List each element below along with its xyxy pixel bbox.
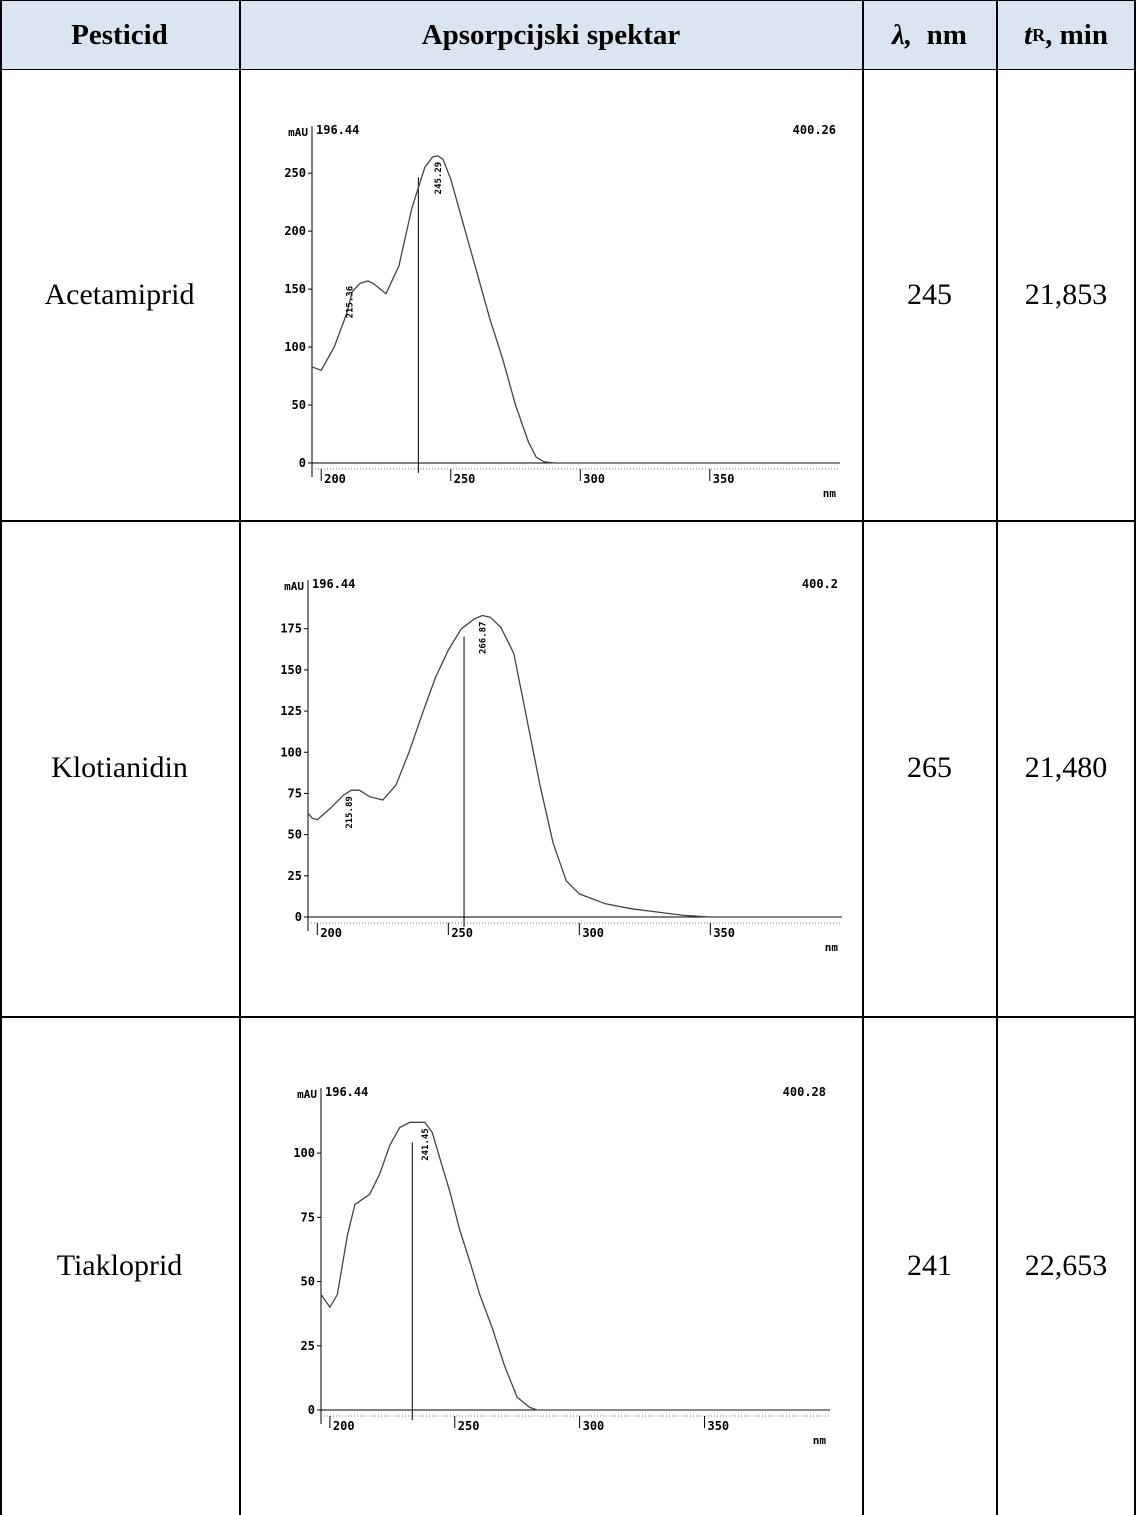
start-wavelength-label: 196.44 (325, 1085, 368, 1099)
y-tick-label: 250 (284, 166, 306, 180)
spectrum-line (311, 155, 840, 464)
grid-line (239, 0, 241, 1515)
x-axis-unit-label: nm (823, 487, 837, 500)
x-axis-unit-label: nm (813, 1434, 827, 1447)
header-spektar: Apsorpcijski spektar (239, 0, 863, 70)
pesticide-name: Klotianidin (51, 751, 188, 784)
lambda-unit: nm (926, 18, 967, 51)
y-tick-label: 175 (280, 622, 302, 636)
y-tick-label: 50 (292, 398, 306, 412)
spectrum-chart-tiakloprid: mAU 196.44 400.28 nm 0 25 50 75 100 200 250 300 350 2… (293, 1085, 830, 1447)
y-tick-label: 100 (280, 745, 302, 759)
x-tick-label: 300 (583, 1419, 605, 1433)
y-tick-label: 75 (288, 786, 302, 800)
grid-line (1134, 0, 1136, 1515)
retention-value: 21,853 (1024, 278, 1108, 311)
grid-line (862, 0, 864, 1515)
x-axis-unit-label: nm (825, 941, 839, 954)
x-tick-label: 300 (583, 472, 605, 486)
retention-value: 22,653 (1024, 1248, 1108, 1282)
x-tick-label: 250 (454, 472, 476, 486)
x-tick-label: 200 (320, 926, 342, 940)
y-axis-unit-label: mAU (284, 580, 304, 593)
lambda-value: 241 (907, 1248, 952, 1282)
y-axis-unit-label: mAU (288, 126, 308, 139)
tr-symbol: t (1024, 18, 1033, 51)
end-wavelength-label: 400.26 (793, 123, 836, 137)
peak-label: 215.89 (345, 796, 355, 829)
retention-value: 21,480 (1024, 751, 1108, 784)
y-tick-label: 25 (301, 1339, 315, 1353)
y-tick-label: 50 (288, 828, 302, 842)
header-lambda: λ, nm (863, 0, 996, 70)
lambda-value: 245 (907, 278, 952, 311)
spectrum-line (307, 614, 842, 918)
tr-unit: , min (1045, 18, 1108, 51)
grid-line (0, 0, 2, 1515)
x-tick-label: 300 (582, 926, 604, 940)
spectrum-chart-acetamiprid: mAU 196.44 400.26 nm 0 50 100 150 200 250 200 250 30… (284, 123, 840, 500)
end-wavelength-label: 400.2 (802, 577, 838, 591)
y-tick-label: 0 (308, 1403, 315, 1417)
x-tick-label: 250 (451, 926, 473, 940)
y-tick-label: 125 (280, 704, 302, 718)
tr-subscript: R (1032, 24, 1046, 45)
lambda-symbol: λ, (892, 18, 913, 51)
peak-label: 266.87 (478, 622, 488, 655)
y-tick-label: 0 (295, 910, 302, 924)
grid-line (996, 0, 998, 1515)
spectrum-chart-klotianidin: mAU 196.44 400.2 nm 0 25 50 75 100 125 150 175 200 25… (280, 577, 842, 954)
y-tick-label: 150 (284, 282, 306, 296)
pesticide-name: Tiakloprid (56, 1248, 183, 1282)
y-tick-label: 100 (293, 1146, 315, 1160)
y-tick-label: 75 (301, 1210, 315, 1224)
x-tick-label: 200 (324, 472, 346, 486)
y-axis-unit-label: mAU (297, 1088, 317, 1101)
start-wavelength-label: 196.44 (316, 123, 359, 137)
x-tick-label: 250 (458, 1419, 480, 1433)
y-tick-label: 150 (280, 663, 302, 677)
x-tick-label: 350 (707, 1419, 729, 1433)
grid-line (0, 1016, 1136, 1018)
peak-label: 215.36 (346, 286, 356, 319)
spectrum-line (320, 1121, 830, 1411)
x-tick-label: 350 (713, 926, 735, 940)
peak-label: 241.45 (421, 1128, 431, 1161)
start-wavelength-label: 196.44 (312, 577, 355, 591)
grid-line (0, 520, 1136, 522)
y-tick-label: 200 (284, 224, 306, 238)
x-tick-label: 350 (713, 472, 735, 486)
header-pesticid: Pesticid (0, 0, 239, 70)
y-tick-label: 25 (288, 869, 302, 883)
x-tick-label: 200 (333, 1419, 355, 1433)
peak-label: 245.29 (434, 162, 444, 195)
y-tick-label: 50 (301, 1275, 315, 1289)
y-tick-label: 0 (299, 456, 306, 470)
y-tick-label: 100 (284, 340, 306, 354)
end-wavelength-label: 400.28 (783, 1085, 826, 1099)
pesticide-name: Acetamiprid (44, 278, 195, 311)
lambda-value: 265 (907, 751, 952, 784)
